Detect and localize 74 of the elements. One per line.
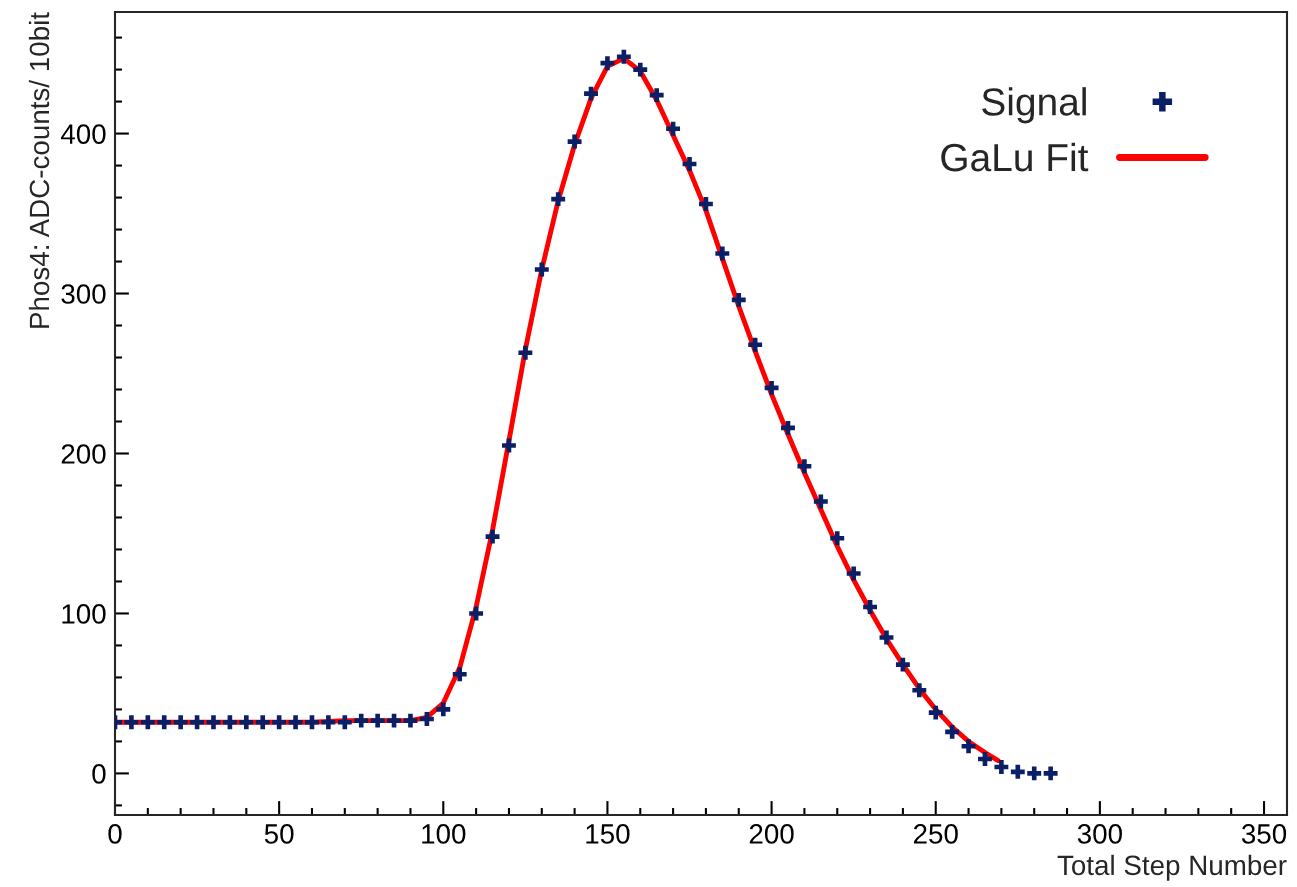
point (731, 292, 746, 307)
point (469, 606, 484, 621)
point (895, 657, 910, 672)
point (698, 197, 713, 211)
point (961, 739, 976, 754)
point (354, 713, 369, 728)
point (206, 715, 221, 730)
legend-label: GaLu Fit (941, 142, 1089, 172)
point (666, 121, 681, 136)
point (748, 337, 763, 352)
point (419, 712, 434, 726)
point (436, 702, 451, 717)
x-axis-title: Total Step Number (1057, 854, 1287, 881)
point (633, 62, 648, 77)
point (1010, 764, 1025, 779)
y-tick-label: 0 (92, 764, 106, 784)
point (452, 667, 467, 682)
x-tick-label: 300 (1077, 824, 1122, 844)
point (255, 715, 270, 730)
point (321, 715, 336, 730)
x-tick-label: 150 (586, 824, 630, 844)
point (912, 683, 927, 698)
point (485, 529, 500, 544)
point (567, 134, 582, 149)
point (649, 88, 664, 103)
point (403, 713, 418, 728)
point (387, 713, 401, 728)
point (879, 630, 894, 645)
point (764, 380, 779, 395)
y-tick-label: 200 (61, 444, 106, 464)
point (272, 715, 287, 730)
point (140, 715, 155, 730)
point (534, 262, 549, 277)
point (616, 49, 631, 64)
point (830, 531, 845, 546)
y-tick-label: 100 (62, 604, 106, 624)
point (584, 86, 598, 101)
point (518, 345, 533, 360)
point (551, 192, 566, 207)
point (994, 760, 1009, 774)
point (715, 246, 730, 261)
point (222, 715, 237, 730)
x-tick-label: 50 (264, 824, 294, 844)
point (1043, 766, 1058, 781)
point (781, 420, 795, 435)
point (288, 715, 303, 730)
point (928, 705, 943, 720)
legend-label: Signal (982, 87, 1086, 124)
x-tick-label: 350 (1241, 824, 1287, 844)
point (1027, 766, 1042, 781)
x-tick-label: 250 (913, 824, 958, 844)
point (863, 600, 878, 614)
point (173, 715, 188, 730)
point (600, 56, 615, 71)
point (239, 715, 254, 730)
y-tick-label: 300 (61, 284, 106, 304)
point (370, 713, 385, 728)
point (978, 752, 992, 766)
point (813, 494, 828, 509)
point (190, 715, 205, 730)
x-tick-label: 0 (108, 824, 122, 844)
point (682, 157, 697, 171)
point (945, 724, 960, 739)
y-tick-label: 400 (60, 124, 106, 144)
point (124, 715, 139, 730)
y-axis-title: Phos4: ADC-counts/ 10bit (28, 12, 50, 328)
point (337, 715, 352, 730)
x-tick-label: 100 (422, 824, 466, 844)
point (846, 566, 861, 581)
point (157, 715, 172, 730)
point (797, 459, 812, 474)
point (502, 438, 516, 453)
point (305, 715, 319, 730)
x-tick-label: 200 (749, 824, 794, 844)
